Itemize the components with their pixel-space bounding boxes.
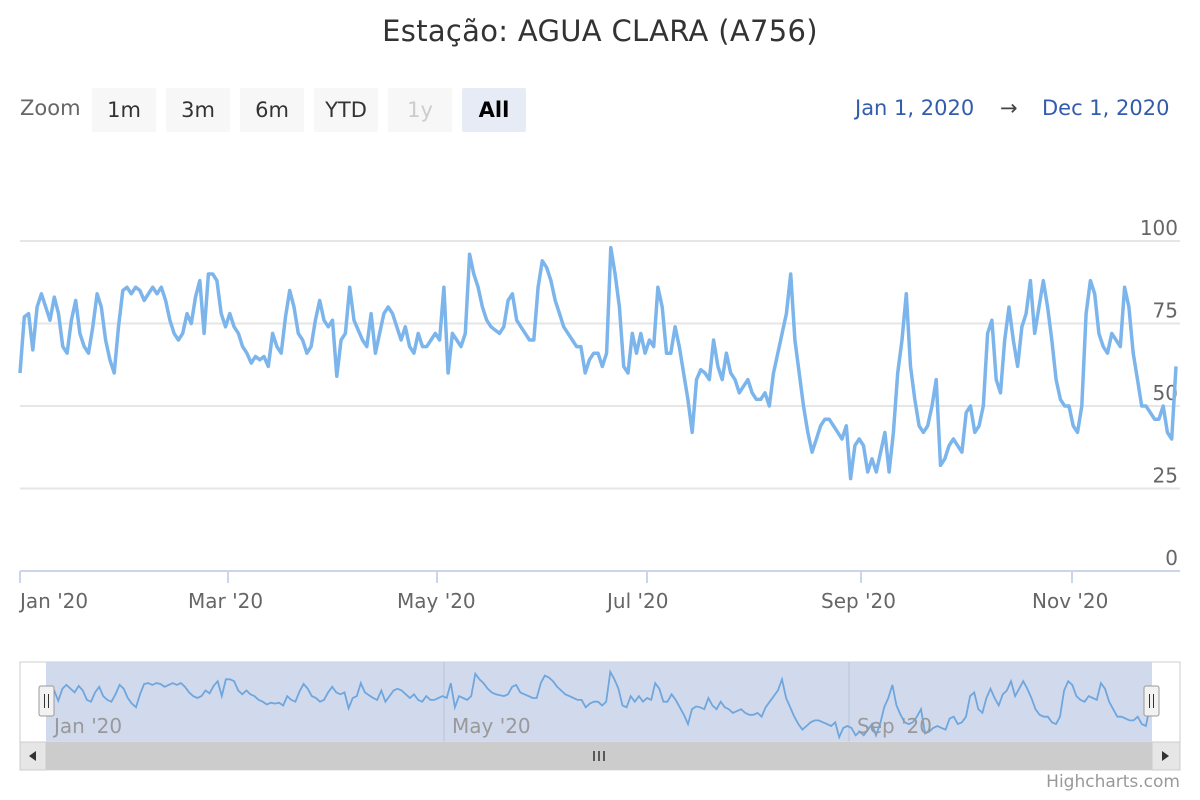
arrow-left-icon [29, 751, 36, 761]
range-from-input[interactable]: Jan 1, 2020 [855, 96, 975, 120]
navigator-tick-label: Jan '20 [52, 714, 122, 738]
zoom-3m-button[interactable]: 3m [166, 88, 230, 132]
navigator-grid [443, 662, 850, 742]
y-tick-label: 75 [1153, 299, 1178, 323]
range-to-input[interactable]: Dec 1, 2020 [1042, 96, 1170, 120]
navigator-left-handle[interactable] [38, 685, 55, 717]
x-tick-label: Mar '20 [188, 589, 263, 613]
scrollbar[interactable] [19, 741, 1181, 771]
zoom-1y-button: 1y [388, 88, 452, 132]
y-tick-label: 0 [1165, 546, 1178, 570]
x-tick-label: Nov '20 [1032, 589, 1108, 613]
x-axis-labels: Jan '20 Mar '20 May '20 Jul '20 Sep '20 Nov '… [18, 571, 1108, 613]
y-tick-label: 100 [1140, 216, 1178, 240]
zoom-label: Zoom [20, 96, 81, 120]
navigator[interactable]: Jan '20 May '20 Sep '20 [19, 661, 1181, 743]
scrollbar-grip-icon [593, 751, 605, 761]
navigator-tick-label: Sep '20 [857, 714, 932, 738]
navigator-axis-labels: Jan '20 May '20 Sep '20 [52, 714, 932, 738]
series-line [18, 245, 1178, 481]
navigator-right-handle[interactable] [1143, 685, 1160, 717]
range-arrow: → [1000, 96, 1018, 120]
y-tick-label: 25 [1153, 464, 1178, 488]
zoom-6m-button[interactable]: 6m [240, 88, 304, 132]
zoom-ytd-button[interactable]: YTD [314, 88, 378, 132]
zoom-all-button[interactable]: All [462, 88, 526, 132]
chart-title: Estação: AGUA CLARA (A756) [382, 14, 818, 48]
zoom-1m-button[interactable]: 1m [92, 88, 156, 132]
x-tick-label: Jul '20 [605, 589, 668, 613]
credits-link[interactable]: Highcharts.com [1046, 772, 1180, 792]
arrow-right-icon [1162, 751, 1169, 761]
x-tick-label: Sep '20 [821, 589, 896, 613]
navigator-series-line [45, 669, 1151, 740]
x-tick-label: Jan '20 [18, 589, 88, 613]
grid-lines [20, 240, 1180, 490]
navigator-tick-label: May '20 [452, 714, 531, 738]
x-tick-label: May '20 [397, 589, 476, 613]
